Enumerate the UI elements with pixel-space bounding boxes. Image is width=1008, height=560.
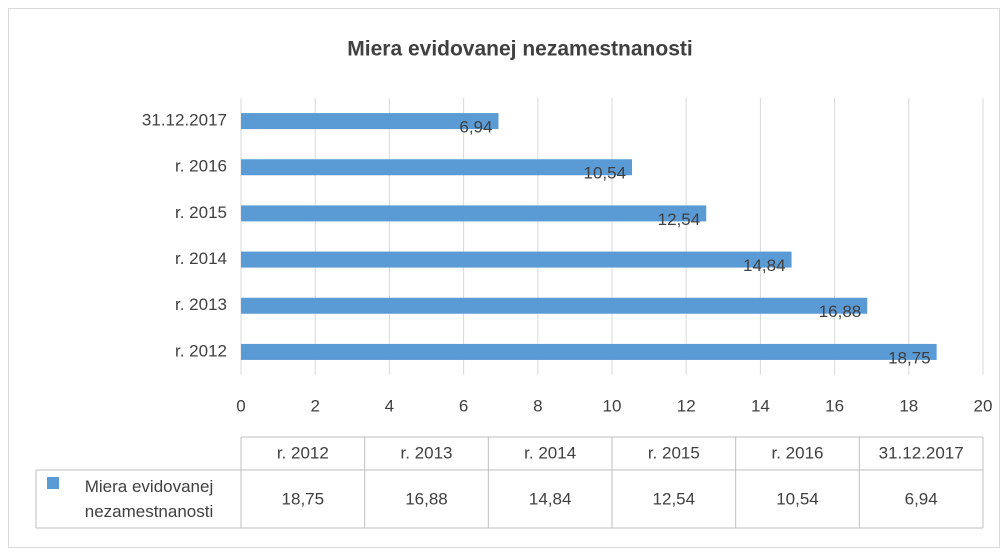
- x-tick-label: 18: [899, 396, 918, 415]
- data-label: 12,54: [658, 210, 701, 229]
- x-tick-label: 12: [677, 396, 696, 415]
- y-tick-label: r. 2012: [175, 341, 227, 360]
- table-header: r. 2012: [277, 443, 329, 462]
- y-tick-label: r. 2016: [175, 157, 227, 176]
- x-tick-label: 6: [459, 396, 468, 415]
- data-label: 18,75: [888, 348, 931, 367]
- bar: [241, 205, 707, 222]
- table-header: r. 2013: [401, 443, 453, 462]
- x-tick-label: 2: [310, 396, 319, 415]
- table-header: r. 2016: [772, 443, 824, 462]
- x-tick-label: 8: [533, 396, 542, 415]
- x-tick-label: 20: [974, 396, 993, 415]
- table-header: r. 2015: [648, 443, 700, 462]
- bar: [241, 159, 633, 176]
- data-label: 16,88: [819, 302, 862, 321]
- table-value: 12,54: [653, 489, 696, 508]
- bar: [241, 297, 868, 314]
- legend-label: Miera evidovanej nezamestnanosti: [84, 477, 214, 521]
- data-label: 10,54: [583, 164, 626, 183]
- table-value: 18,75: [282, 489, 325, 508]
- table-value: 10,54: [776, 489, 819, 508]
- bar: [241, 251, 792, 268]
- chart-title: Miera evidovanej nezamestnanosti: [347, 38, 692, 61]
- x-tick-label: 4: [385, 396, 394, 415]
- data-label: 6,94: [459, 118, 492, 137]
- x-tick-label: 16: [825, 396, 844, 415]
- x-tick-label: 0: [236, 396, 245, 415]
- table-header: r. 2014: [524, 443, 576, 462]
- chart-border: [8, 8, 1000, 548]
- table-value: 14,84: [529, 489, 572, 508]
- y-tick-label: r. 2014: [175, 249, 227, 268]
- data-label: 14,84: [743, 256, 786, 275]
- table-value: 16,88: [405, 489, 448, 508]
- legend-swatch: [47, 477, 59, 489]
- y-tick-label: r. 2013: [175, 295, 227, 314]
- table-value: 6,94: [905, 489, 938, 508]
- bar: [241, 343, 937, 360]
- y-tick-label: r. 2015: [175, 203, 227, 222]
- x-tick-label: 10: [603, 396, 622, 415]
- table-header: 31.12.2017: [879, 443, 964, 462]
- y-tick-label: 31.12.2017: [142, 111, 227, 130]
- bar: [241, 113, 499, 130]
- x-tick-label: 14: [751, 396, 770, 415]
